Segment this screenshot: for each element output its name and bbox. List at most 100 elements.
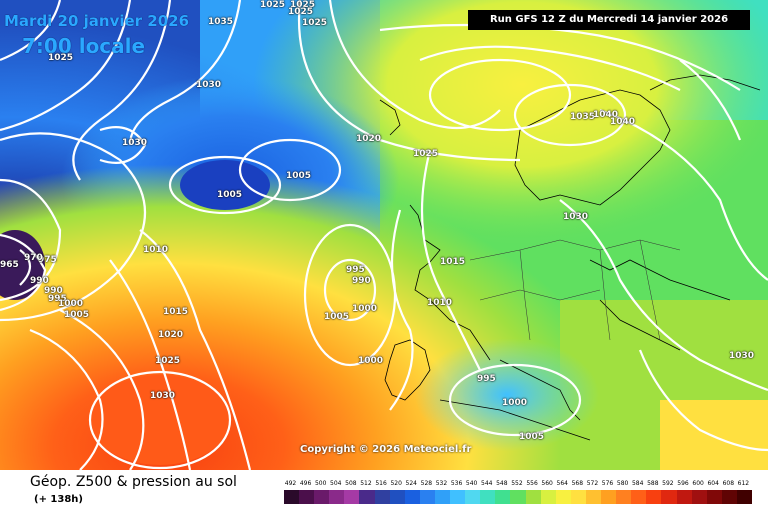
isobar-label: 1010 bbox=[427, 298, 453, 308]
scale-label: 544 bbox=[481, 480, 493, 487]
scale-label: 612 bbox=[737, 480, 750, 487]
scale-swatch bbox=[480, 490, 496, 504]
scale-swatch bbox=[691, 490, 708, 504]
scale-label: 520 bbox=[390, 480, 402, 487]
isobar-label: 1030 bbox=[729, 351, 755, 361]
scale-label: 604 bbox=[707, 480, 719, 487]
scale-swatch bbox=[359, 490, 376, 504]
isobar-label: 1010 bbox=[143, 245, 169, 255]
isobar-label: 1000 bbox=[58, 299, 84, 309]
scale-swatch bbox=[374, 490, 391, 504]
scale-swatch bbox=[419, 490, 436, 504]
scale-label: 556 bbox=[526, 480, 538, 487]
isobar-label: 1015 bbox=[440, 257, 466, 267]
scale-label: 532 bbox=[435, 480, 448, 487]
isobar-label: 1025 bbox=[302, 18, 328, 28]
isobar-label: 975 bbox=[38, 255, 57, 265]
isobar-label: 1005 bbox=[64, 310, 90, 320]
scale-label: 548 bbox=[496, 480, 508, 487]
isobar-label: 1020 bbox=[158, 330, 184, 340]
isobar-label: 965 bbox=[0, 260, 19, 270]
scale-swatch bbox=[344, 490, 360, 504]
isobar-label: 1005 bbox=[217, 190, 243, 200]
scale-label: 608 bbox=[722, 480, 735, 487]
color-scale: 492 496 500 504 508 512 516 520 524 528 532 536 540 5… bbox=[284, 480, 753, 508]
isobar-label: 1025 bbox=[48, 53, 74, 63]
copyright-notice: Copyright © 2026 Meteociel.fr bbox=[300, 444, 472, 455]
isobar-label: 1005 bbox=[286, 171, 312, 181]
product-title: Géop. Z500 & pression au sol bbox=[30, 474, 237, 490]
scale-label: 500 bbox=[314, 480, 327, 487]
isobar-label: 1030 bbox=[122, 138, 148, 148]
scale-swatch bbox=[570, 490, 587, 504]
scale-swatch bbox=[585, 490, 602, 504]
scale-label: 504 bbox=[330, 480, 342, 487]
scale-swatch bbox=[706, 490, 723, 504]
isobar-label: 1040 bbox=[610, 117, 636, 127]
isobar-label: 1025 bbox=[413, 149, 439, 159]
valid-date: Mardi 20 janvier 2026 bbox=[4, 12, 190, 30]
isobar-label: 1030 bbox=[150, 391, 176, 401]
scale-swatch bbox=[314, 490, 330, 504]
scale-swatch bbox=[299, 490, 315, 504]
isobar-label: 1025 bbox=[155, 356, 181, 366]
scale-swatch bbox=[601, 490, 617, 504]
isobar-label: 990 bbox=[30, 276, 49, 286]
scale-label: 492 bbox=[284, 480, 297, 487]
scale-swatch bbox=[676, 490, 693, 504]
isobar-label: 1040 bbox=[593, 110, 619, 120]
low-pressure-core bbox=[180, 160, 270, 210]
scale-label: 552 bbox=[511, 480, 523, 487]
scale-label: 596 bbox=[677, 480, 689, 487]
scale-label: 580 bbox=[616, 480, 629, 487]
scale-label: 528 bbox=[420, 480, 433, 487]
isobar-label: 995 bbox=[346, 265, 365, 275]
isobar-label: 995 bbox=[477, 374, 496, 384]
isobar-label: 1035 bbox=[208, 17, 234, 27]
map-canvas bbox=[0, 0, 768, 470]
isobar-label: 990 bbox=[352, 276, 371, 286]
scale-label: 508 bbox=[345, 480, 357, 487]
scale-label: 536 bbox=[450, 480, 463, 487]
isobar-label: 970 bbox=[24, 253, 43, 263]
isobar-label: 1025 bbox=[260, 0, 286, 10]
scale-label: 496 bbox=[299, 480, 312, 487]
scale-swatch bbox=[721, 490, 738, 504]
scale-label: 584 bbox=[631, 480, 644, 487]
isobar-label: 1005 bbox=[519, 432, 545, 442]
isobar-label: 1030 bbox=[563, 212, 589, 222]
scale-label: 560 bbox=[541, 480, 553, 487]
isobars bbox=[0, 0, 768, 470]
scale-label: 524 bbox=[405, 480, 417, 487]
isobar-label: 1020 bbox=[356, 134, 382, 144]
isobar-label: 1030 bbox=[196, 80, 222, 90]
scale-label: 576 bbox=[601, 480, 614, 487]
scale-swatch bbox=[404, 490, 421, 504]
scale-swatch bbox=[661, 490, 677, 504]
scale-swatch bbox=[450, 490, 466, 504]
scale-label: 588 bbox=[647, 480, 659, 487]
scale-swatch bbox=[495, 490, 511, 504]
high-pressure-core bbox=[90, 375, 230, 465]
scale-swatch bbox=[646, 490, 662, 504]
borders bbox=[469, 239, 681, 341]
isobar-label: 1000 bbox=[352, 304, 378, 314]
isobar-label: 1035 bbox=[570, 112, 596, 122]
scale-label: 564 bbox=[556, 480, 568, 487]
scale-swatch bbox=[555, 490, 572, 504]
scale-swatch bbox=[329, 490, 345, 504]
scale-swatch bbox=[616, 490, 632, 504]
isobar-label: 1000 bbox=[358, 356, 384, 366]
valid-time: 7:00 locale bbox=[22, 34, 146, 58]
scale-swatch bbox=[284, 490, 300, 504]
scale-label: 516 bbox=[375, 480, 387, 487]
run-info-banner: Run GFS 12 Z du Mercredi 14 janvier 2026 bbox=[468, 10, 750, 30]
scale-label: 540 bbox=[465, 480, 478, 487]
isobar-label: 1025 bbox=[288, 7, 314, 17]
weather-map: Mardi 20 janvier 2026 7:00 locale Run GF… bbox=[0, 0, 768, 470]
scale-swatch bbox=[434, 490, 451, 504]
isobar-label: 1025 bbox=[290, 0, 316, 10]
scale-label: 600 bbox=[692, 480, 704, 487]
isobar-label: 990 bbox=[44, 286, 63, 296]
scale-label: 568 bbox=[571, 480, 584, 487]
